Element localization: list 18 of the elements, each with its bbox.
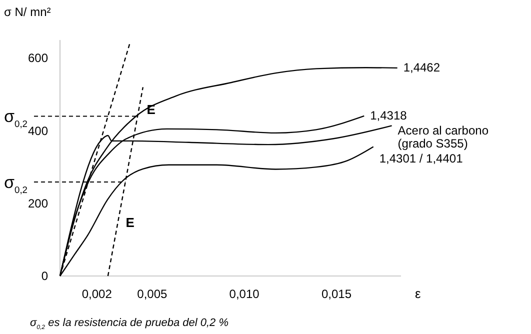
y-tick-label: 0 bbox=[41, 269, 48, 283]
x-tick-label: 0,005 bbox=[137, 287, 168, 301]
x-tick-label: 0,015 bbox=[321, 287, 352, 301]
series-label: 1,4462 bbox=[403, 60, 440, 74]
text: σ$_{0,2}$ es la resistencia de prueba del 0,2 % bbox=[30, 317, 229, 331]
x-tick-label: 0,002 bbox=[82, 287, 112, 301]
annotation: E bbox=[126, 215, 135, 230]
y-tick-label: 200 bbox=[28, 196, 48, 210]
y-axis-title: σ N/ mn² bbox=[4, 5, 51, 19]
y-tick-label: 600 bbox=[28, 51, 48, 66]
series-label: Acero al carbono (grado S355) bbox=[398, 123, 489, 150]
ref-line-label: σ$_{0,2}$ bbox=[4, 172, 28, 195]
x-axis-title: ε bbox=[415, 286, 421, 301]
series-label: 1,4318 bbox=[370, 108, 408, 122]
y-tick-label: 400 bbox=[28, 124, 48, 138]
x-tick-label: 0,010 bbox=[229, 287, 260, 301]
ref-line-label: σ$_{0,2}$ bbox=[4, 107, 28, 130]
series-label: 1,4301 / 1,4401 bbox=[379, 151, 464, 166]
